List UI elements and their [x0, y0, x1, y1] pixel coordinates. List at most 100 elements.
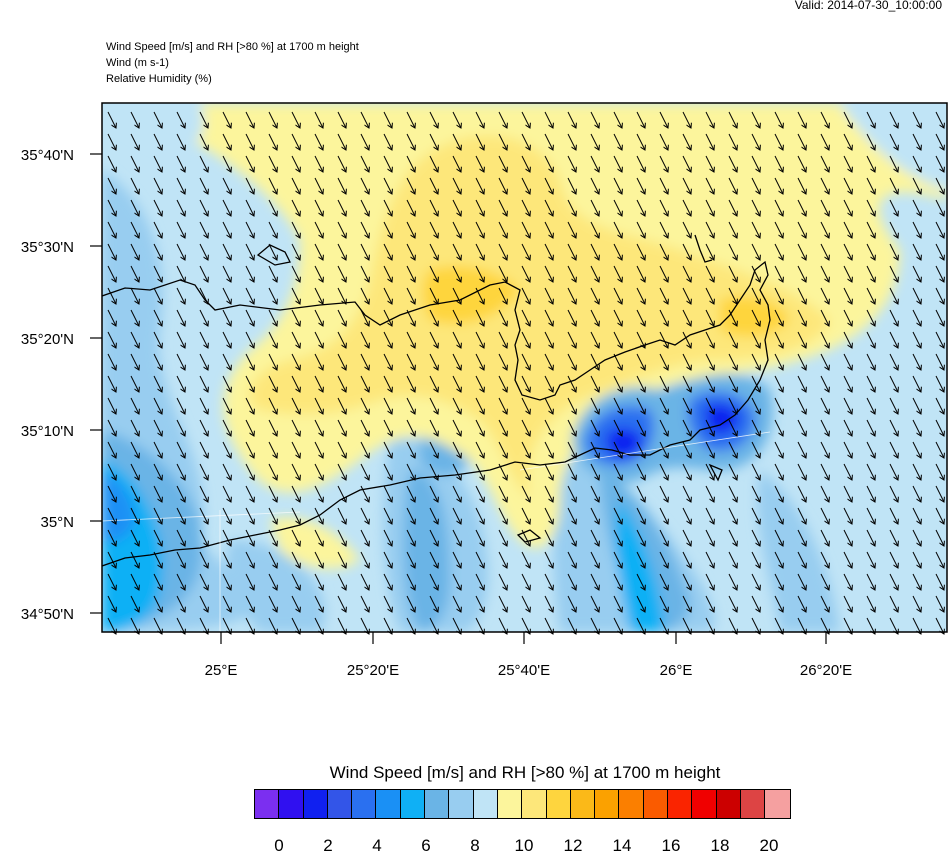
wind-arrow: [314, 199, 323, 216]
wind-arrow: [153, 595, 162, 612]
wind-arrow: [406, 419, 415, 436]
colorbar-swatch: [668, 790, 693, 818]
wind-arrow: [820, 507, 829, 524]
wind-arrow: [475, 331, 484, 348]
wind-arrow: [889, 111, 898, 128]
wind-arrow: [360, 133, 369, 150]
wind-arrow: [498, 397, 507, 414]
wind-arrow: [130, 551, 139, 568]
wind-arrow: [705, 507, 714, 524]
wind-arrow: [843, 265, 852, 282]
wind-arrow: [705, 397, 714, 414]
wind-arrow: [521, 485, 530, 502]
wind-arrow: [866, 155, 875, 172]
wind-arrow: [797, 441, 806, 458]
wind-arrow: [843, 463, 852, 480]
wind-arrow: [705, 133, 714, 150]
wind-arrow: [268, 111, 277, 128]
wind-arrow: [751, 199, 760, 216]
wind-arrow: [199, 111, 208, 128]
wind-arrow: [843, 507, 852, 524]
wind-arrow: [245, 133, 254, 150]
wind-arrow: [222, 353, 231, 370]
wind-arrow: [314, 375, 323, 392]
wind-arrow: [889, 155, 898, 172]
wind-arrow: [245, 529, 254, 546]
wind-arrow: [130, 485, 139, 502]
wind-arrow: [383, 177, 392, 194]
wind-arrow: [613, 309, 622, 326]
wind-arrow: [820, 287, 829, 304]
wind-arrow: [291, 551, 300, 568]
wind-arrow: [199, 419, 208, 436]
wind-arrow: [636, 529, 645, 546]
wind-arrow: [498, 155, 507, 172]
wind-arrow: [728, 463, 737, 480]
wind-arrow: [452, 529, 461, 546]
wind-arrow: [889, 221, 898, 238]
wind-arrow: [636, 221, 645, 238]
wind-arrow: [475, 199, 484, 216]
wind-arrow: [820, 353, 829, 370]
wind-arrow: [636, 243, 645, 260]
wind-arrow: [245, 375, 254, 392]
wind-arrow: [199, 529, 208, 546]
wind-arrow: [705, 265, 714, 282]
wind-arrow: [406, 177, 415, 194]
wind-arrow: [521, 463, 530, 480]
wind-arrow: [383, 265, 392, 282]
wind-arrow: [245, 485, 254, 502]
wind-arrow: [199, 353, 208, 370]
wind-arrow: [245, 199, 254, 216]
colorbar-tick-label: 18: [710, 836, 730, 855]
colorbar-tick-label: 6: [421, 836, 431, 855]
wind-arrow: [866, 243, 875, 260]
wind-arrow: [682, 133, 691, 150]
wind-arrow: [590, 507, 599, 524]
wind-arrow: [590, 199, 599, 216]
wind-arrow: [130, 309, 139, 326]
wind-arrow: [682, 221, 691, 238]
wind-arrow: [636, 287, 645, 304]
wind-arrow: [291, 331, 300, 348]
wind-arrow: [291, 221, 300, 238]
wind-arrow: [590, 155, 599, 172]
wind-arrow: [245, 331, 254, 348]
lat-label: 35°30'N: [21, 239, 74, 256]
wind-arrow: [889, 177, 898, 194]
wind-arrow: [475, 397, 484, 414]
wind-arrow: [107, 463, 116, 480]
wind-arrow: [429, 199, 438, 216]
wind-arrow: [820, 573, 829, 590]
wind-arrow: [797, 177, 806, 194]
wind-arrow: [544, 265, 553, 282]
wind-arrow: [935, 331, 944, 348]
wind-arrow: [935, 551, 944, 568]
wind-arrow: [912, 353, 921, 370]
wind-arrow: [751, 595, 760, 612]
wind-arrow: [567, 573, 576, 590]
wind-arrow: [452, 265, 461, 282]
wind-arrow: [268, 507, 277, 524]
wind-arrow: [521, 199, 530, 216]
wind-arrow: [130, 441, 139, 458]
wind-arrow: [475, 485, 484, 502]
wind-arrow: [912, 441, 921, 458]
wind-arrow: [199, 551, 208, 568]
wind-arrow: [153, 221, 162, 238]
wind-arrow: [544, 485, 553, 502]
wind-arrow: [613, 177, 622, 194]
wind-arrow: [705, 375, 714, 392]
wind-arrow: [291, 573, 300, 590]
wind-arrow: [705, 463, 714, 480]
wind-arrow: [383, 507, 392, 524]
wind-arrow: [107, 309, 116, 326]
wind-arrow: [314, 111, 323, 128]
wind-arrow: [245, 441, 254, 458]
wind-arrow: [659, 529, 668, 546]
wind-arrow: [291, 287, 300, 304]
wind-arrow: [889, 529, 898, 546]
wind-arrow: [797, 463, 806, 480]
wind-arrow: [153, 463, 162, 480]
wind-arrow: [843, 199, 852, 216]
